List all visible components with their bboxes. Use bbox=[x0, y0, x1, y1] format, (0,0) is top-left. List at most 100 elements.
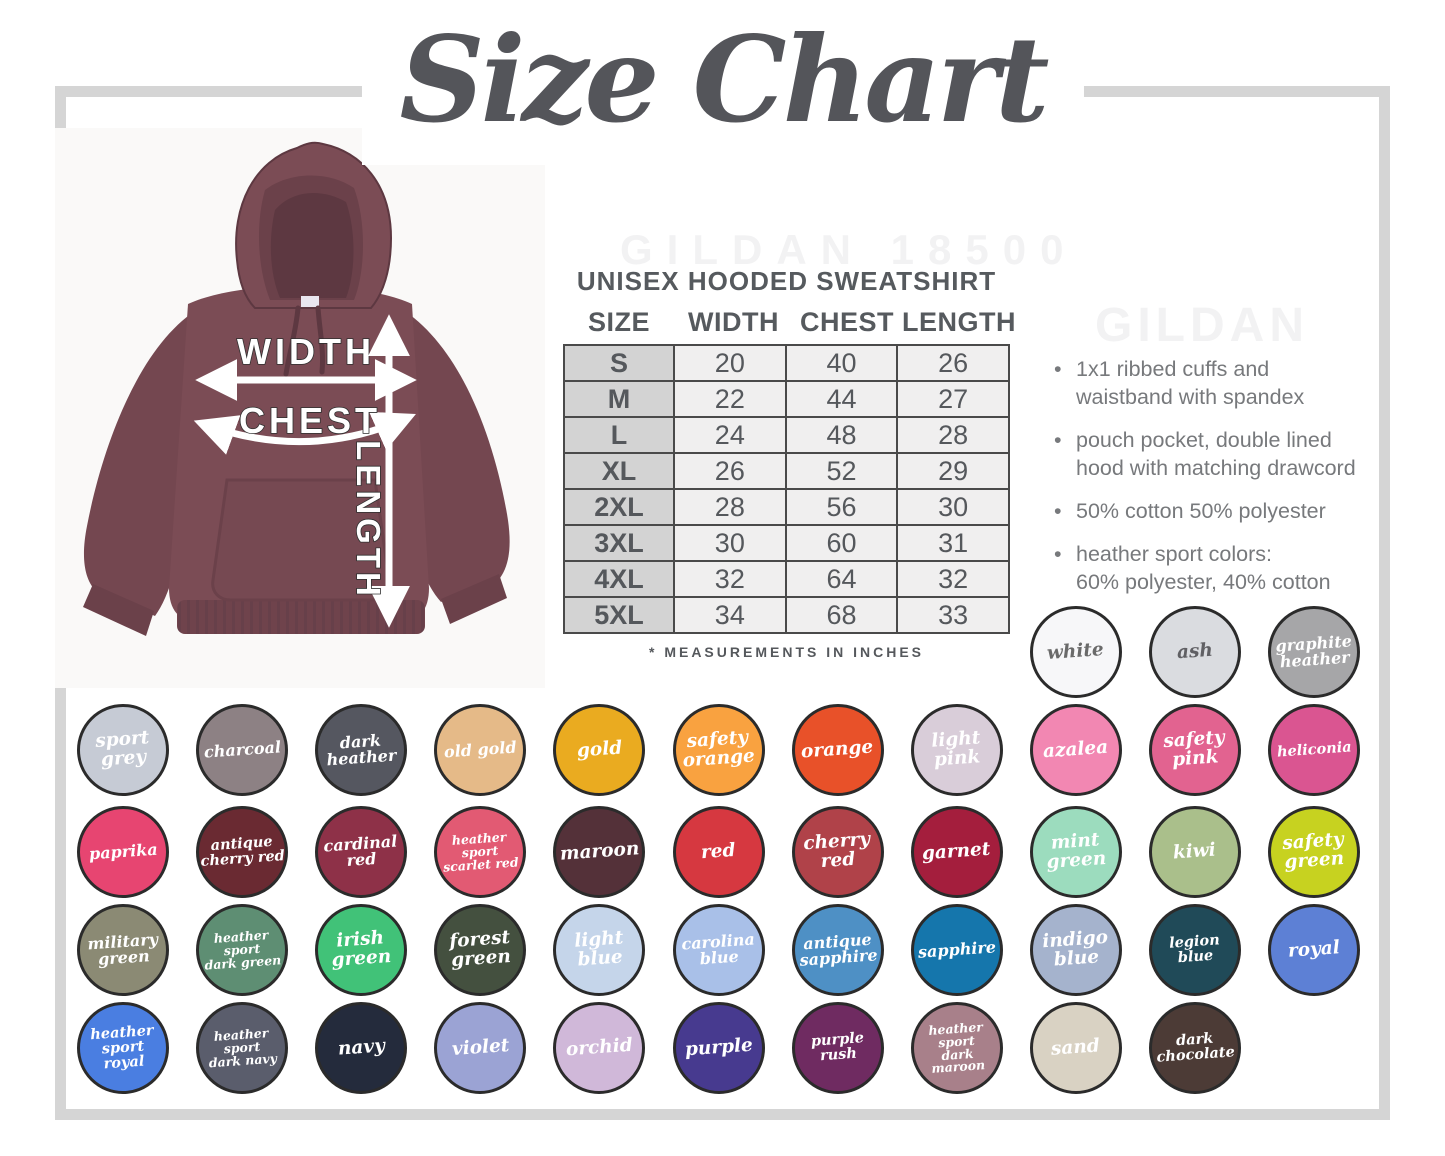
swatch-label: military green bbox=[86, 929, 159, 969]
swatch-label: safety pink bbox=[1162, 727, 1226, 771]
swatch-label: navy bbox=[336, 1034, 386, 1060]
swatch-heather-sport-dark-maroon: heather sport dark maroon bbox=[910, 1002, 1003, 1094]
size-cell: 4XL bbox=[563, 560, 675, 598]
size-row-4xl: 4XL 32 64 32 bbox=[563, 560, 1010, 598]
swatch-label: irish green bbox=[331, 927, 393, 972]
chest-cell: 60 bbox=[784, 524, 899, 562]
chest-cell: 48 bbox=[784, 416, 899, 454]
swatch-label: safety orange bbox=[682, 727, 756, 772]
swatch-label: antique cherry red bbox=[199, 833, 286, 870]
header-chest: CHEST bbox=[799, 307, 894, 337]
swatch-label: cherry red bbox=[802, 828, 871, 873]
swatch-label: mint green bbox=[1045, 829, 1107, 874]
length-cell: 33 bbox=[896, 596, 1010, 634]
width-cell: 20 bbox=[673, 344, 787, 382]
swatch-label: carolina blue bbox=[680, 929, 756, 969]
page-title: Size Chart bbox=[399, 10, 1049, 149]
width-cell: 22 bbox=[673, 380, 787, 418]
swatch-label: orchid bbox=[565, 1034, 634, 1060]
size-table-body: S 20 40 26 M 22 44 27 L 24 48 28 XL 26 52 29 2XL 28 56 30 3X… bbox=[563, 344, 1010, 634]
size-cell: 3XL bbox=[563, 524, 675, 562]
swatch-label: heather sport scarlet red bbox=[442, 829, 520, 874]
swatch-irish-green: irish green bbox=[315, 904, 408, 996]
swatch-old-gold: old gold bbox=[434, 704, 527, 796]
size-table-headers: SIZE WIDTH CHEST LENGTH bbox=[563, 307, 1016, 338]
swatch-label: heather sport royal bbox=[89, 1021, 155, 1072]
swatch-heather-sport-dark-navy: heather sport dark navy bbox=[196, 1002, 289, 1094]
swatch-label: gold bbox=[576, 737, 623, 762]
swatch-label: heliconia bbox=[1276, 738, 1352, 761]
hoodie-diagram: WIDTH CHEST LENGTH bbox=[55, 128, 545, 688]
feature-block: 1x1 ribbed cuffs and waistband with span… bbox=[1052, 356, 1402, 612]
swatch-forest-green: forest green bbox=[434, 904, 527, 996]
swatch-label: dark chocolate bbox=[1155, 1029, 1236, 1066]
swatch-carolina-blue: carolina blue bbox=[672, 904, 765, 996]
swatch-heather-sport-scarlet-red: heather sport scarlet red bbox=[434, 806, 527, 898]
size-row-l: L 24 48 28 bbox=[563, 416, 1010, 454]
swatch-label: old gold bbox=[443, 737, 518, 762]
swatch-antique-sapphire: antique sapphire bbox=[791, 904, 884, 996]
swatch-white: white bbox=[1029, 606, 1122, 698]
size-row-3xl: 3XL 30 60 31 bbox=[563, 524, 1010, 562]
swatch-heather-sport-royal: heather sport royal bbox=[77, 1002, 169, 1094]
swatch-label: maroon bbox=[558, 837, 640, 865]
size-row-s: S 20 40 26 bbox=[563, 344, 1010, 382]
swatch-label: orange bbox=[800, 736, 875, 763]
width-cell: 34 bbox=[673, 596, 787, 634]
size-row-5xl: 5XL 34 68 33 bbox=[563, 596, 1010, 634]
swatch-label: royal bbox=[1287, 936, 1341, 962]
size-cell: 5XL bbox=[563, 596, 675, 634]
swatch-purple: purple bbox=[672, 1002, 765, 1094]
chest-cell: 44 bbox=[784, 380, 899, 418]
swatch-label: azalea bbox=[1042, 736, 1110, 762]
chest-cell: 56 bbox=[784, 488, 899, 526]
swatch-azalea: azalea bbox=[1029, 704, 1122, 796]
swatch-label: charcoal bbox=[202, 737, 282, 762]
swatch-label: sand bbox=[1050, 1034, 1101, 1060]
feature-list: 1x1 ribbed cuffs and waistband with span… bbox=[1052, 356, 1402, 597]
swatch-label: sport grey bbox=[94, 727, 150, 771]
swatch-label: antique sapphire bbox=[798, 929, 878, 970]
size-cell: 2XL bbox=[563, 488, 675, 526]
swatch-orange: orange bbox=[791, 704, 884, 796]
swatch-mint-green: mint green bbox=[1029, 806, 1122, 898]
swatch-label: forest green bbox=[448, 927, 512, 972]
swatch-label: graphite heather bbox=[1274, 631, 1353, 672]
swatch-label: indigo blue bbox=[1041, 926, 1109, 971]
header-size: SIZE bbox=[587, 307, 650, 337]
swatch-label: ash bbox=[1176, 639, 1214, 663]
swatch-label: red bbox=[700, 839, 737, 863]
swatch-charcoal: charcoal bbox=[196, 704, 289, 796]
swatch-label: sapphire bbox=[917, 937, 997, 962]
width-cell: 30 bbox=[673, 524, 787, 562]
swatch-navy: navy bbox=[315, 1002, 408, 1094]
swatch-label: cardinal red bbox=[323, 831, 399, 870]
swatch-gold: gold bbox=[553, 704, 646, 796]
swatch-sand: sand bbox=[1029, 1002, 1122, 1094]
swatch-label: heather sport dark navy bbox=[208, 1025, 278, 1070]
swatch-label: light blue bbox=[573, 927, 624, 971]
feature-item-2: 50% cotton 50% polyester bbox=[1052, 498, 1402, 526]
header-width: WIDTH bbox=[688, 307, 779, 337]
chest-arrow-label: CHEST bbox=[239, 400, 381, 441]
swatch-label: heather sport dark green bbox=[204, 927, 282, 973]
swatch-label: purple rush bbox=[809, 1029, 865, 1065]
swatch-label: dark heather bbox=[326, 730, 398, 770]
feature-item-0: 1x1 ribbed cuffs and waistband with span… bbox=[1052, 356, 1402, 412]
length-cell: 29 bbox=[896, 452, 1010, 490]
width-cell: 26 bbox=[673, 452, 787, 490]
feature-item-1: pouch pocket, double lined hood with mat… bbox=[1052, 427, 1402, 483]
swatch-antique-cherry-red: antique cherry red bbox=[196, 806, 289, 898]
watermark-gildan-18500: GILDAN 18500 bbox=[620, 226, 1078, 273]
chest-cell: 40 bbox=[784, 344, 899, 382]
length-cell: 32 bbox=[896, 560, 1010, 598]
swatch-label: safety green bbox=[1281, 829, 1346, 874]
swatch-royal: royal bbox=[1268, 904, 1360, 996]
size-cell: S bbox=[563, 344, 675, 382]
width-cell: 24 bbox=[673, 416, 787, 454]
swatch-label: legion blue bbox=[1168, 931, 1221, 967]
swatch-label: white bbox=[1046, 638, 1105, 664]
swatch-label: paprika bbox=[88, 839, 158, 864]
swatch-cherry-red: cherry red bbox=[791, 806, 884, 898]
